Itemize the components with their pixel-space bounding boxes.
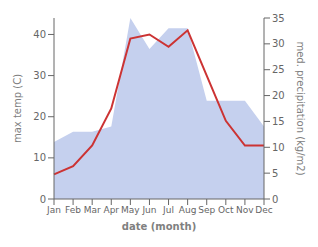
svg-text:0: 0: [272, 194, 278, 205]
svg-text:med. precipitation (kg/m2): med. precipitation (kg/m2): [295, 41, 306, 175]
svg-text:Mar: Mar: [84, 205, 101, 215]
svg-text:May: May: [121, 205, 140, 215]
svg-text:max temp (C): max temp (C): [12, 74, 23, 143]
svg-text:Jun: Jun: [141, 205, 156, 215]
svg-text:30: 30: [33, 70, 46, 81]
svg-text:10: 10: [272, 142, 285, 153]
svg-text:date (month): date (month): [122, 221, 196, 232]
svg-text:20: 20: [272, 90, 285, 101]
svg-text:Oct: Oct: [218, 205, 234, 215]
svg-text:5: 5: [272, 168, 278, 179]
svg-text:10: 10: [33, 152, 46, 163]
svg-text:Jan: Jan: [46, 205, 61, 215]
svg-text:Sep: Sep: [198, 205, 215, 215]
svg-text:Jul: Jul: [162, 205, 174, 215]
svg-text:40: 40: [33, 29, 46, 40]
svg-text:20: 20: [33, 111, 46, 122]
svg-text:0: 0: [40, 194, 46, 205]
svg-text:35: 35: [272, 13, 285, 24]
svg-text:Aug: Aug: [179, 205, 197, 215]
svg-text:Dec: Dec: [255, 205, 272, 215]
svg-text:15: 15: [272, 116, 285, 127]
svg-text:30: 30: [272, 38, 285, 49]
svg-text:Feb: Feb: [65, 205, 81, 215]
svg-text:Nov: Nov: [236, 205, 254, 215]
svg-text:25: 25: [272, 64, 285, 75]
svg-text:Apr: Apr: [103, 205, 119, 215]
